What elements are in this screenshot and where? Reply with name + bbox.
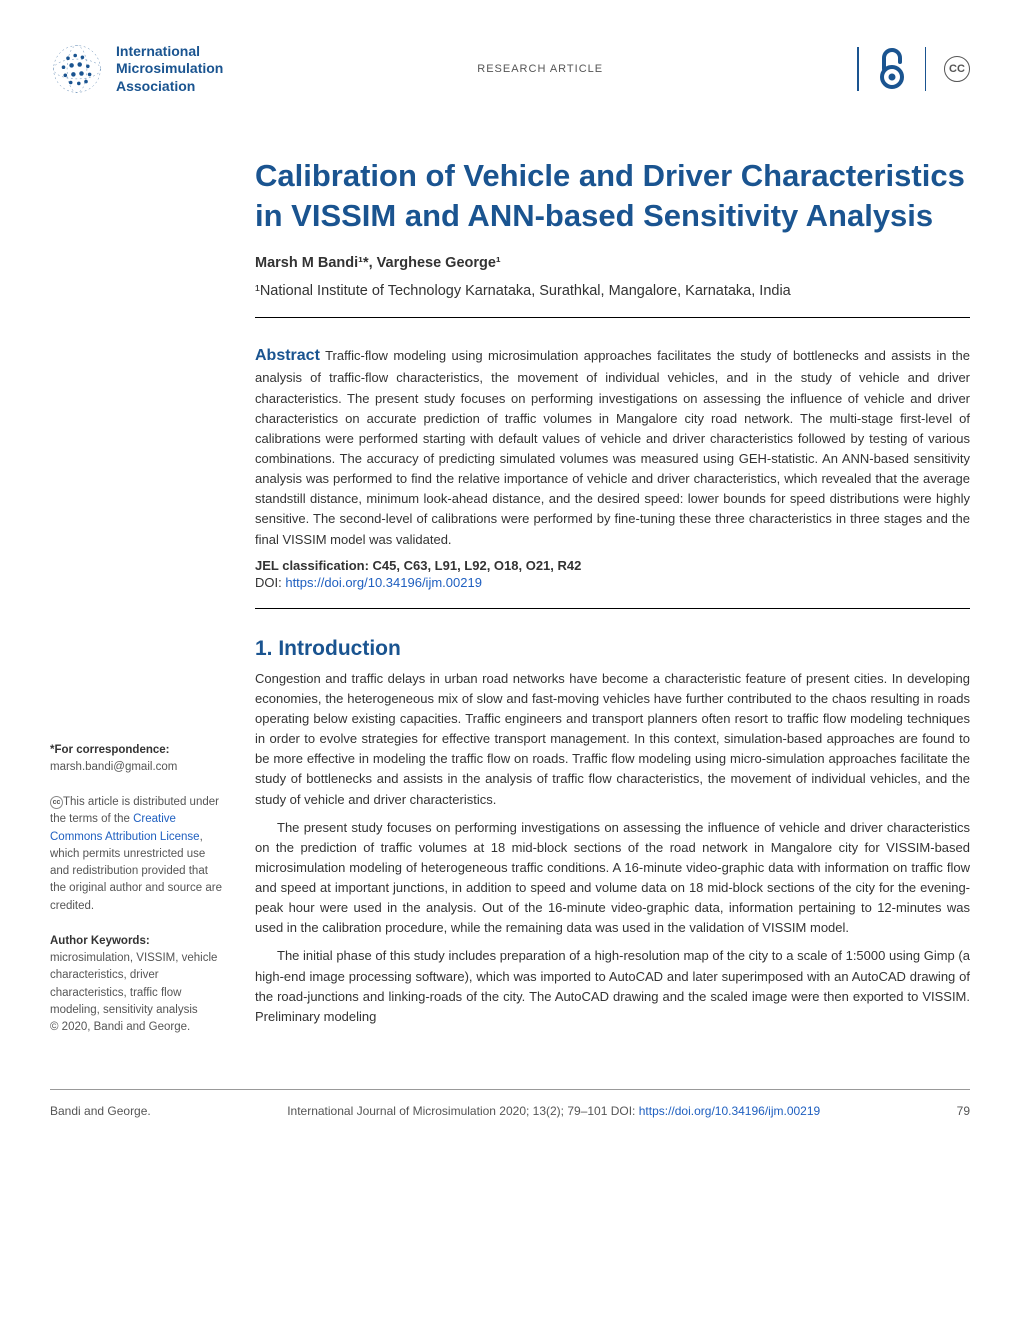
publisher-name: International Microsimulation Associatio… — [116, 43, 223, 96]
open-access-icon — [877, 45, 907, 94]
divider — [255, 608, 970, 609]
footer-authors: Bandi and George. — [50, 1104, 151, 1118]
footer-citation: International Journal of Microsimulation… — [287, 1104, 820, 1118]
abstract-label: Abstract — [255, 347, 320, 364]
separator — [857, 47, 859, 91]
correspondence-email: marsh.bandi@gmail.com — [50, 761, 177, 773]
intro-paragraph: Congestion and traffic delays in urban r… — [255, 669, 970, 810]
sidebar: *For correspondence: marsh.bandi@gmail.c… — [50, 637, 227, 1055]
abstract-block: Abstract Traffic-flow modeling using mic… — [255, 344, 970, 550]
article-type-label: RESEARCH ARTICLE — [223, 63, 857, 75]
doi-line: DOI: https://doi.org/10.34196/ijm.00219 — [255, 575, 970, 590]
authors-line: Marsh M Bandi¹*, Varghese George¹ — [255, 255, 970, 271]
cc-small-icon: cc — [50, 796, 63, 809]
main-column: 1. Introduction Congestion and traffic d… — [255, 637, 970, 1035]
jel-classification: JEL classification: C45, C63, L91, L92, … — [255, 558, 970, 573]
intro-heading: 1. Introduction — [255, 637, 970, 661]
affiliation-line: ¹National Institute of Technology Karnat… — [255, 283, 970, 299]
correspondence-block: *For correspondence: marsh.bandi@gmail.c… — [50, 742, 227, 777]
cc-license-icon: CC — [944, 56, 970, 82]
footer-doi-link[interactable]: https://doi.org/10.34196/ijm.00219 — [639, 1104, 820, 1118]
abstract-text: Traffic-flow modeling using microsimulat… — [255, 348, 970, 547]
article-title: Calibration of Vehicle and Driver Charac… — [255, 156, 970, 237]
intro-paragraph: The initial phase of this study includes… — [255, 946, 970, 1027]
keywords-block: Author Keywords: microsimulation, VISSIM… — [50, 933, 227, 1037]
separator — [925, 47, 927, 91]
page-number: 79 — [957, 1104, 970, 1118]
page-footer: Bandi and George. International Journal … — [50, 1104, 970, 1118]
license-block: ccThis article is distributed under the … — [50, 794, 227, 915]
intro-paragraph: The present study focuses on performing … — [255, 818, 970, 939]
footer-divider — [50, 1089, 970, 1090]
globe-icon — [50, 42, 104, 96]
doi-link[interactable]: https://doi.org/10.34196/ijm.00219 — [285, 575, 482, 590]
page-header: International Microsimulation Associatio… — [50, 42, 970, 96]
divider — [255, 317, 970, 318]
header-badges: CC — [857, 45, 970, 94]
publisher-logo: International Microsimulation Associatio… — [50, 42, 223, 96]
